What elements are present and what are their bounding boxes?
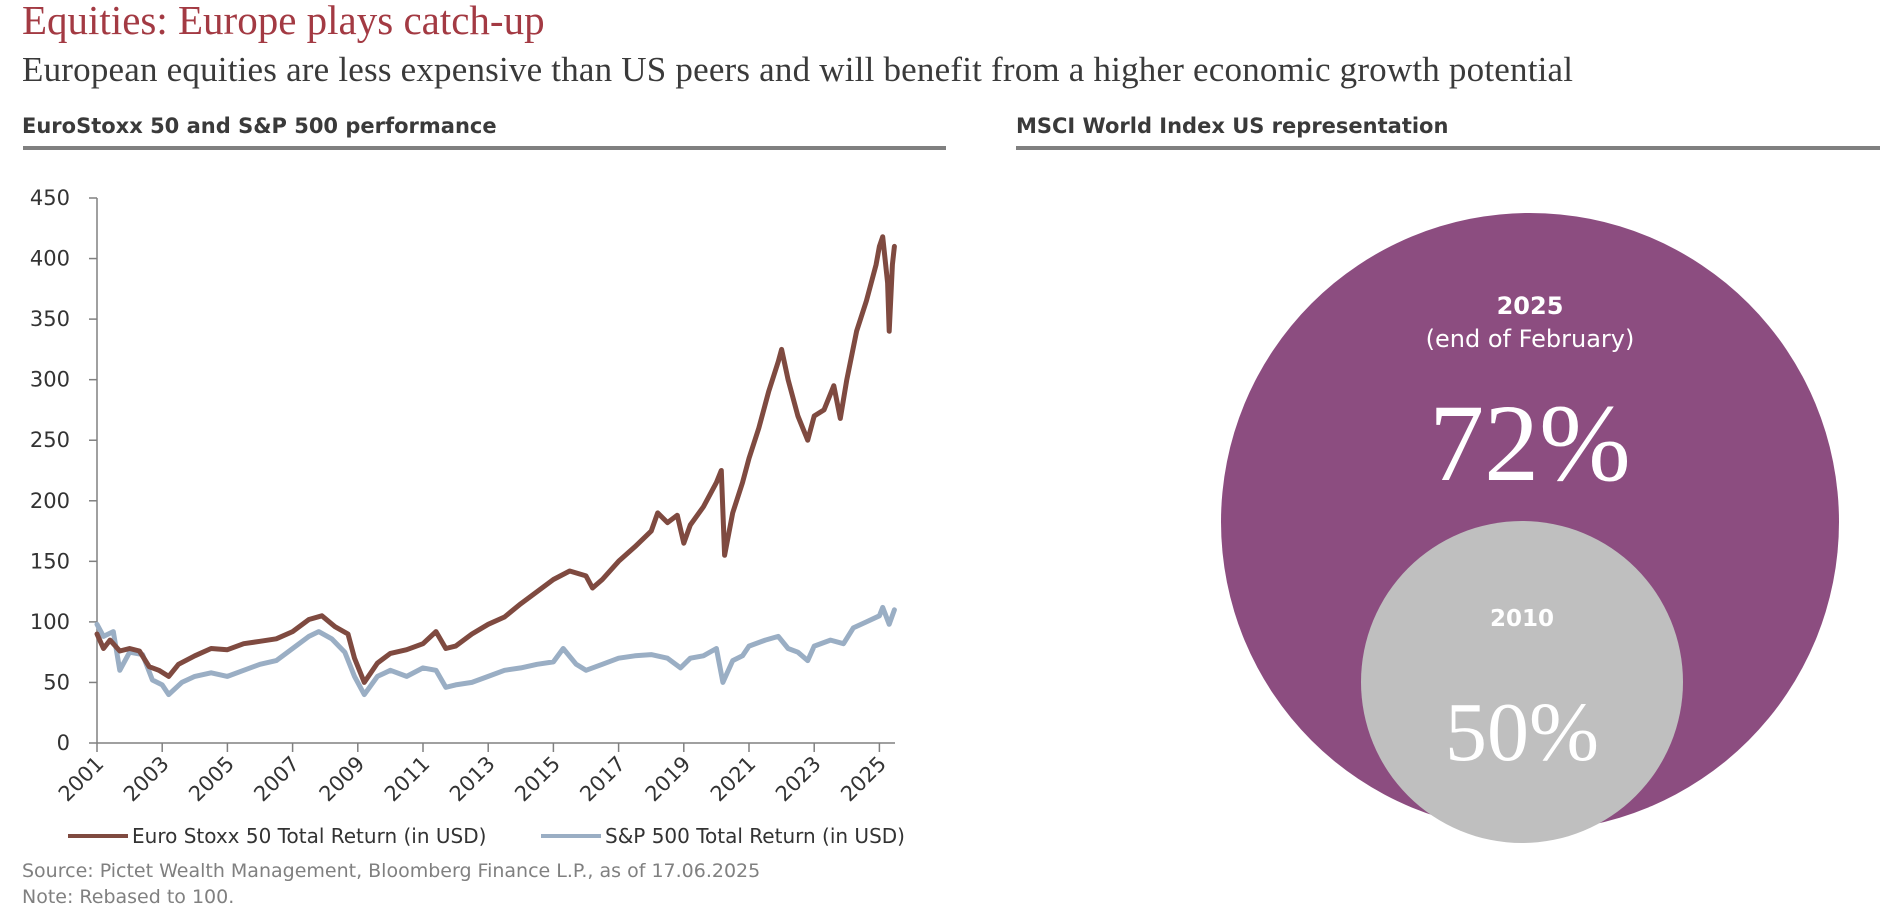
y-tick-label: 50 bbox=[43, 670, 70, 694]
y-tick-label: 400 bbox=[30, 247, 70, 271]
source-note: Source: Pictet Wealth Management, Bloomb… bbox=[22, 858, 760, 910]
legend-swatch-sp500 bbox=[541, 834, 601, 838]
page-title: Equities: Europe plays catch-up bbox=[22, 0, 545, 43]
legend-label-sp500: S&P 500 Total Return (in USD) bbox=[605, 824, 905, 848]
x-tick-label: 2015 bbox=[510, 752, 565, 807]
note-text: Note: Rebased to 100. bbox=[22, 886, 235, 908]
x-tick-label: 2017 bbox=[575, 752, 630, 807]
x-tick-label: 2005 bbox=[184, 752, 239, 807]
x-tick-label: 2013 bbox=[445, 752, 500, 807]
left-panel-heading: EuroStoxx 50 and S&P 500 performance bbox=[22, 114, 497, 138]
x-tick-label: 2011 bbox=[380, 752, 435, 807]
legend-label-euro-stoxx: Euro Stoxx 50 Total Return (in USD) bbox=[132, 824, 487, 848]
series-line-euro-stoxx bbox=[94, 234, 897, 685]
left-panel-rule bbox=[23, 146, 946, 150]
y-tick-label: 350 bbox=[30, 307, 70, 331]
bubble-2010-value: 50% bbox=[1445, 686, 1599, 779]
legend-item-euro-stoxx: Euro Stoxx 50 Total Return (in USD) bbox=[68, 824, 486, 848]
legend-swatch-euro-stoxx bbox=[68, 834, 128, 838]
right-panel-rule bbox=[1016, 146, 1880, 150]
y-tick-label: 450 bbox=[30, 186, 70, 210]
bubble-2010-year-label: 2010 bbox=[1490, 606, 1554, 632]
us-representation-bubbles: 2025 (end of February) 72% 2010 50% bbox=[1221, 213, 1839, 843]
x-tick-label: 2023 bbox=[771, 752, 826, 807]
y-tick-label: 200 bbox=[30, 489, 70, 513]
series-line-sp500 bbox=[94, 604, 897, 698]
right-panel-heading: MSCI World Index US representation bbox=[1016, 114, 1449, 138]
x-tick-label: 2007 bbox=[249, 752, 304, 807]
y-tick-label: 150 bbox=[30, 549, 70, 573]
x-tick-label: 2021 bbox=[706, 752, 761, 807]
legend-item-sp500: S&P 500 Total Return (in USD) bbox=[541, 824, 905, 848]
x-axis: 2001 2003 2005 2007 2009 2011 2013 2015 2017 2019… bbox=[54, 742, 895, 807]
bubble-2010 bbox=[1361, 521, 1683, 843]
y-axis: 0 50 100 150 200 250 300 350 400 450 bbox=[30, 186, 98, 755]
y-tick-label: 100 bbox=[30, 610, 70, 634]
page-subtitle: European equities are less expensive tha… bbox=[22, 50, 1574, 89]
bubble-2025-year-label: 2025 bbox=[1497, 292, 1564, 320]
y-tick-label: 300 bbox=[30, 368, 70, 392]
performance-line-chart: 0 50 100 150 200 250 300 350 400 450 2001 2003 2005… bbox=[30, 186, 897, 807]
bubble-2025-value: 72% bbox=[1429, 382, 1631, 504]
y-tick-label: 0 bbox=[57, 731, 70, 755]
x-tick-label: 2009 bbox=[315, 752, 370, 807]
x-tick-label: 2019 bbox=[641, 752, 696, 807]
y-tick-label: 250 bbox=[30, 428, 70, 452]
x-tick-label: 2025 bbox=[836, 752, 891, 807]
series-layer bbox=[94, 234, 897, 698]
bubble-2025-sublabel: (end of February) bbox=[1426, 325, 1635, 353]
x-tick-label: 2001 bbox=[54, 752, 109, 807]
source-text: Source: Pictet Wealth Management, Bloomb… bbox=[22, 860, 761, 882]
x-tick-label: 2003 bbox=[119, 752, 174, 807]
